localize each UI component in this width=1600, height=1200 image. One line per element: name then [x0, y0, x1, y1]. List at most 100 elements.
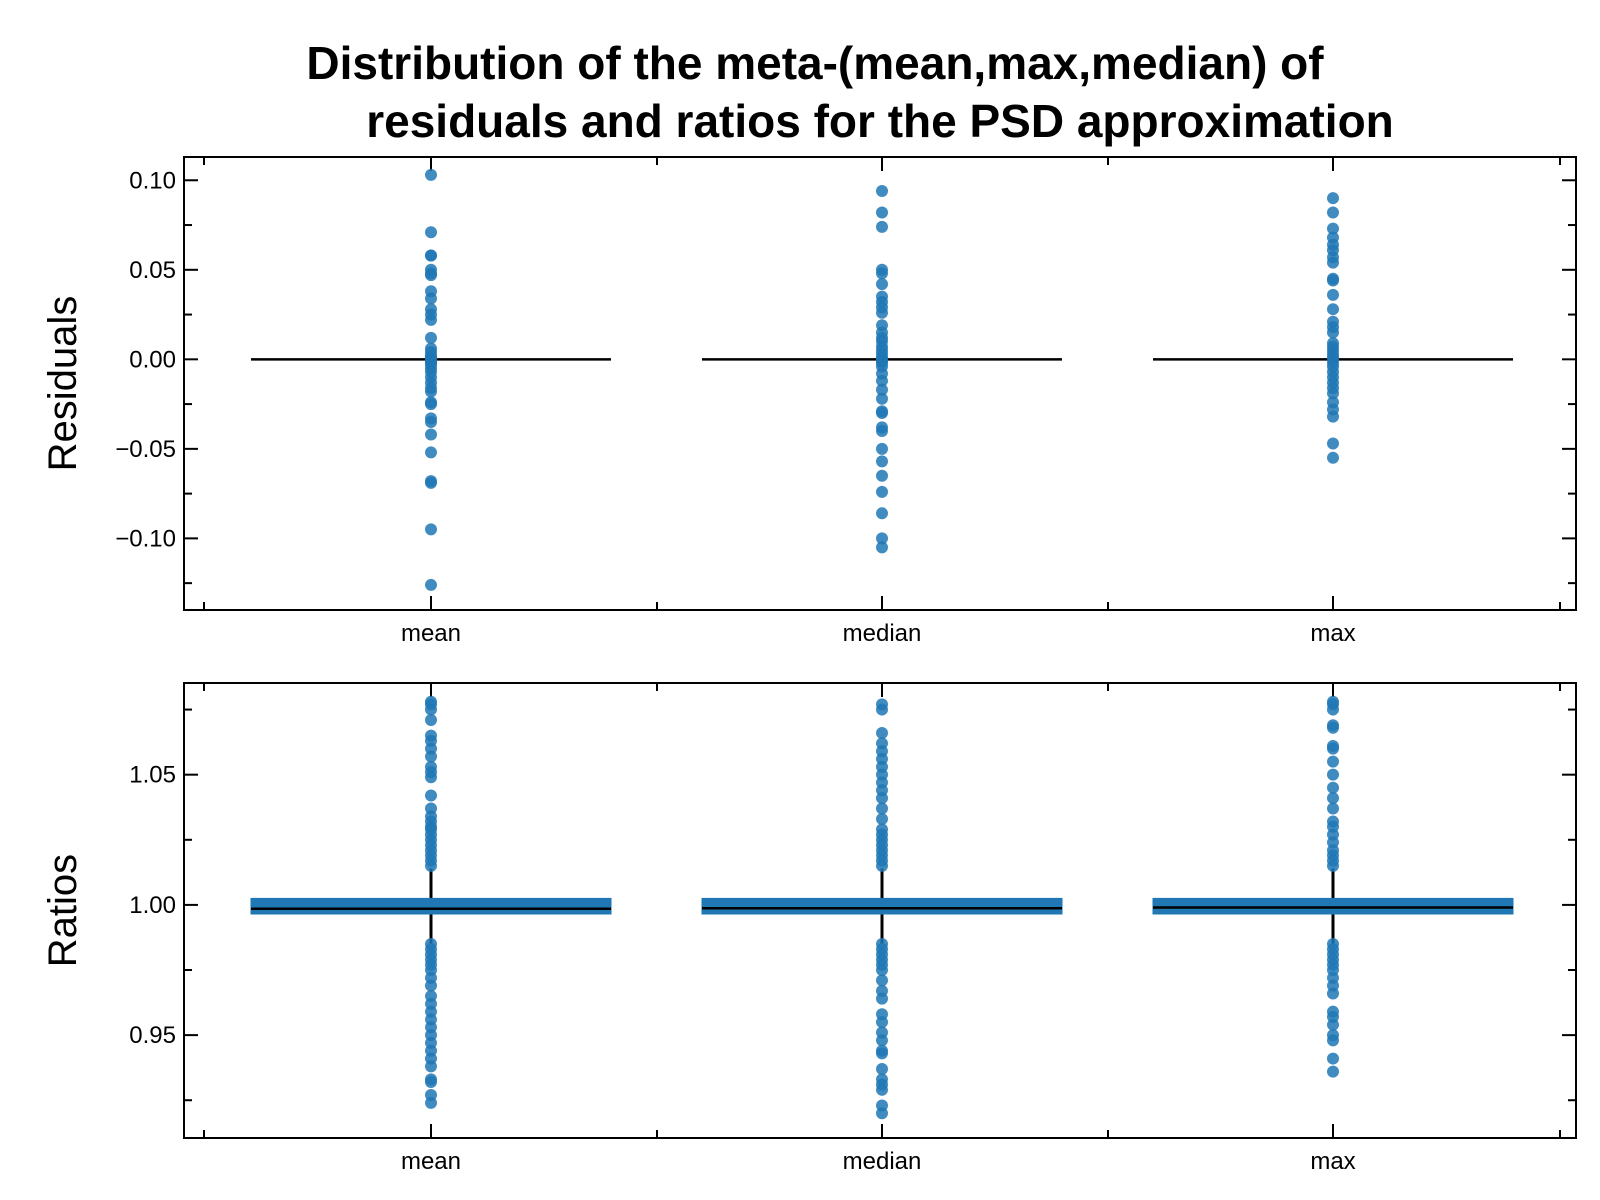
- data-point-mean: [425, 249, 437, 262]
- data-point-median: [876, 485, 888, 498]
- data-point-median: [876, 859, 888, 872]
- data-point-max: [1327, 1018, 1339, 1031]
- data-point-mean: [425, 713, 437, 726]
- data-point-mean: [425, 859, 437, 872]
- data-point-median: [876, 812, 888, 825]
- data-point-mean: [425, 703, 437, 716]
- data-point-median: [876, 1034, 888, 1047]
- data-point-max: [1327, 303, 1339, 316]
- data-point-median: [876, 1107, 888, 1120]
- y-tick-label: 0.00: [129, 346, 176, 373]
- data-point-median: [876, 802, 888, 815]
- data-point-max: [1327, 755, 1339, 768]
- x-tick-label-median: median: [843, 620, 922, 647]
- data-point-mean: [425, 269, 437, 282]
- data-point-mean: [425, 226, 437, 239]
- data-point-max: [1327, 274, 1339, 287]
- data-point-median: [876, 792, 888, 805]
- data-point-max: [1327, 326, 1339, 339]
- data-point-max: [1327, 256, 1339, 269]
- data-point-max: [1327, 792, 1339, 805]
- data-point-max: [1327, 781, 1339, 794]
- data-point-median: [876, 507, 888, 520]
- x-tick-label-mean: mean: [401, 620, 461, 647]
- data-point-max: [1327, 222, 1339, 235]
- box-mean: [250, 897, 612, 915]
- data-point-median: [876, 974, 888, 987]
- data-point-median: [876, 185, 888, 198]
- plot-frame-bottom: [183, 682, 1577, 1139]
- data-point-mean: [425, 168, 437, 181]
- data-point-max: [1327, 1052, 1339, 1065]
- data-point-max: [1327, 192, 1339, 205]
- chart-title-line-1: Distribution of the meta-(mean,max,media…: [306, 37, 1324, 89]
- data-point-median: [876, 469, 888, 482]
- y-axis-label-bottom: Ratios: [41, 854, 85, 967]
- x-tick-label-median: median: [843, 1148, 922, 1175]
- y-tick-label: 1.05: [129, 762, 176, 789]
- data-point-median: [876, 306, 888, 319]
- data-point-median: [876, 1062, 888, 1075]
- data-point-median: [876, 424, 888, 437]
- data-point-median: [876, 703, 888, 716]
- data-point-mean: [425, 578, 437, 591]
- data-point-median: [876, 1016, 888, 1029]
- chart-title-line-2: residuals and ratios for the PSD approxi…: [366, 95, 1394, 147]
- data-point-median: [876, 541, 888, 554]
- data-point-median: [876, 992, 888, 1005]
- data-point-mean: [425, 750, 437, 763]
- data-point-mean: [425, 771, 437, 784]
- data-point-max: [1327, 1034, 1339, 1047]
- data-point-median: [876, 383, 888, 396]
- data-point-median: [876, 278, 888, 291]
- data-point-median: [876, 1047, 888, 1060]
- data-point-median: [876, 220, 888, 233]
- data-point-median: [876, 727, 888, 740]
- data-point-max: [1327, 742, 1339, 755]
- x-tick-label-mean: mean: [401, 1148, 461, 1175]
- x-tick-label-max: max: [1310, 1148, 1355, 1175]
- data-point-mean: [425, 313, 437, 326]
- data-point-median: [876, 267, 888, 280]
- data-point-mean: [425, 398, 437, 411]
- data-point-max: [1327, 451, 1339, 464]
- data-point-mean: [425, 331, 437, 344]
- box-max: [1152, 897, 1514, 915]
- data-point-mean: [425, 523, 437, 536]
- y-tick-label: 0.05: [129, 257, 176, 284]
- data-point-max: [1327, 1065, 1339, 1078]
- data-point-max: [1327, 859, 1339, 872]
- data-point-mean: [425, 292, 437, 305]
- data-point-median: [876, 392, 888, 405]
- data-point-mean: [425, 789, 437, 802]
- data-point-median: [876, 442, 888, 455]
- y-tick-label: −0.10: [115, 525, 176, 552]
- data-point-median: [876, 964, 888, 977]
- y-tick-label: 0.10: [129, 167, 176, 194]
- box-median: [701, 897, 1063, 915]
- data-point-max: [1327, 410, 1339, 423]
- data-point-mean: [425, 979, 437, 992]
- data-point-median: [876, 374, 888, 387]
- data-point-max: [1327, 437, 1339, 450]
- data-point-mean: [425, 476, 437, 489]
- data-point-mean: [425, 415, 437, 428]
- data-point-median: [876, 1083, 888, 1096]
- data-point-max: [1327, 987, 1339, 1000]
- data-point-mean: [425, 428, 437, 441]
- data-point-median: [876, 455, 888, 468]
- data-point-median: [876, 532, 888, 545]
- data-point-max: [1327, 802, 1339, 815]
- data-point-mean: [425, 446, 437, 459]
- data-point-mean: [425, 385, 437, 398]
- data-point-max: [1327, 288, 1339, 301]
- y-tick-label: −0.05: [115, 436, 176, 463]
- panel-top: 0.10 0.05 0.00 −0.05 −0.10 mean median max Resid…: [41, 156, 1577, 647]
- y-tick-label: 0.95: [129, 1022, 176, 1049]
- data-point-mean: [425, 1076, 437, 1089]
- data-point-median: [876, 206, 888, 219]
- data-point-mean: [425, 1096, 437, 1109]
- data-point-max: [1327, 387, 1339, 400]
- panel-bottom: 1.05 1.00 0.95 mean median max Ratios: [41, 682, 1577, 1175]
- data-point-max: [1327, 206, 1339, 219]
